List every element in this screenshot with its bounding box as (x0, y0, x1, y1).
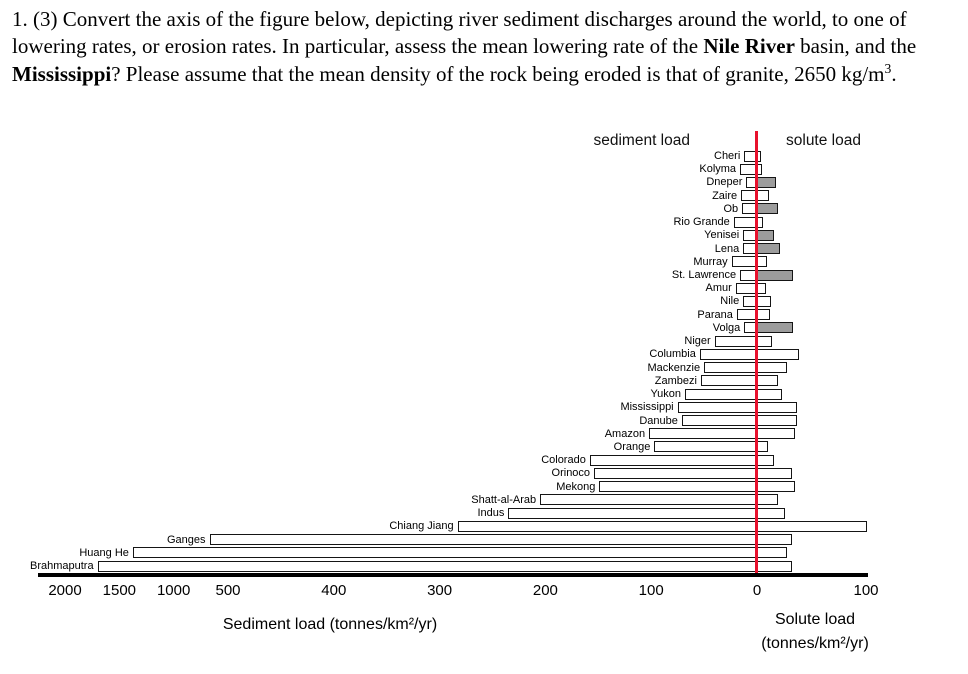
axis-tick-label: 400 (321, 582, 347, 599)
river-label: Mississippi (620, 401, 674, 414)
river-label: Zaire (712, 189, 738, 202)
river-label: Yukon (650, 388, 682, 401)
axis-tick-label: 200 (532, 582, 558, 599)
solute-axis-title-line1: Solute load (774, 611, 856, 628)
question-segment-bold-nile: Nile River (703, 34, 795, 59)
river-label: Colorado (541, 454, 586, 467)
river-label: Mackenzie (647, 361, 701, 374)
river-load-chart: sediment load solute load Cheri Kolyma Dne… (0, 130, 968, 674)
river-label: Volga (712, 321, 741, 334)
river-label: Ob (723, 202, 739, 215)
zero-axis-line (755, 131, 758, 577)
river-label: Orange (613, 440, 651, 453)
river-label: Nile (720, 295, 740, 308)
axis-tick-label: 500 (215, 582, 241, 599)
solute-load-header: solute load (786, 132, 861, 149)
axis-tick-label: 2000 (48, 582, 82, 599)
river-label: Cheri (714, 150, 741, 162)
river-label: St. Lawrence (671, 269, 737, 282)
river-label: Shatt-al-Arab (471, 493, 537, 506)
axis-tick-label: 100 (638, 582, 664, 599)
river-label: Amazon (604, 427, 646, 440)
river-label: Mekong (556, 480, 596, 493)
solute-axis-title-line2: (tonnes/km²/yr) (761, 635, 869, 652)
river-label: Brahmaputra (30, 560, 94, 572)
axis-tick-label: 300 (427, 582, 453, 599)
axis-tick-label: 0 (752, 582, 762, 599)
river-label: Dneper (706, 176, 743, 189)
sediment-load-header: sediment load (593, 132, 690, 149)
river-label: Yenisei (704, 229, 740, 242)
question-segment: . (891, 61, 897, 86)
solute-axis-title: Solute load (tonnes/km²/yr) (735, 608, 895, 656)
river-label: Ganges (166, 533, 206, 546)
question-segment: basin, and the (794, 34, 917, 59)
river-label: Parana (697, 308, 733, 321)
river-label: Orinoco (551, 467, 591, 480)
x-axis-line (38, 573, 868, 577)
river-label: Rio Grande (673, 216, 730, 229)
axis-tick-label: 1000 (156, 582, 191, 599)
question-segment-bold-mississippi: Mississippi (12, 61, 112, 86)
question-superscript: 3 (884, 60, 892, 76)
river-label: Columbia (649, 348, 696, 361)
question-text: 1. (3) Convert the axis of the figure be… (12, 6, 960, 88)
axis-ticks: 2000 1500 1000 500 400 300 200 100 0 100 (0, 130, 968, 674)
river-label: Murray (693, 255, 728, 268)
axis-tick-label: 100 (853, 582, 879, 599)
river-label: Huang He (79, 546, 129, 559)
axis-tick-label: 1500 (102, 582, 137, 599)
chart-rows: Cheri Kolyma Dneper Zaire Ob Rio Grande Yenise… (0, 130, 968, 674)
river-label: Amur (705, 282, 732, 295)
sediment-axis-title: Sediment load (tonnes/km²/yr) (222, 616, 438, 633)
question-segment: ? Please assume that the mean density of… (111, 61, 885, 86)
river-label: Kolyma (699, 163, 737, 176)
river-label: Danube (639, 414, 678, 427)
river-label: Zambezi (654, 374, 697, 387)
river-label: Lena (714, 242, 740, 255)
river-label: Niger (684, 335, 711, 348)
river-label: Indus (477, 507, 505, 520)
river-label: Chiang Jiang (389, 520, 454, 533)
question-segment: 1. (3) Convert the axis of the figure be… (12, 7, 907, 59)
